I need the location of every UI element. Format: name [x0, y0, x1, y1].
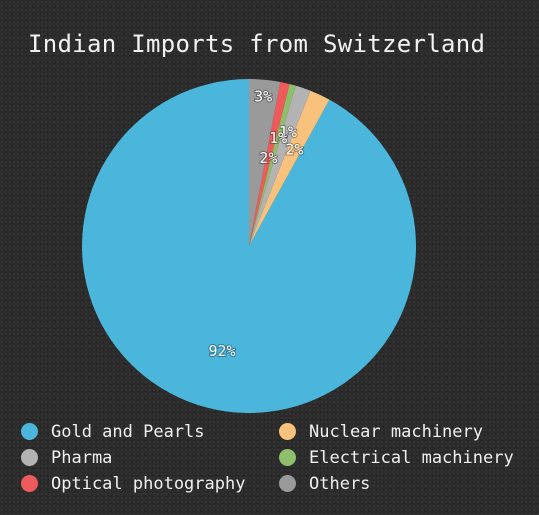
legend-item-gold-and-pearls[interactable]: Gold and Pearls [18, 420, 276, 443]
pie-slice-gold-and-pearls[interactable] [82, 79, 416, 414]
legend-item-pharma[interactable]: Pharma [18, 446, 276, 469]
legend-label-gold-and-pearls: Gold and Pearls [51, 421, 205, 442]
legend-swatch-pharma [21, 449, 38, 466]
legend: Gold and Pearls Nuclear machinery Pharma… [18, 420, 538, 495]
legend-label-nuclear-machinery: Nuclear machinery [309, 421, 483, 442]
legend-swatch-others [279, 475, 296, 492]
chart-title: Indian Imports from Switzerland [28, 30, 486, 58]
slice-label-electrical-machinery: 1% [269, 129, 287, 147]
legend-item-electrical-machinery[interactable]: Electrical machinery [276, 446, 538, 469]
legend-item-others[interactable]: Others [276, 472, 538, 495]
pie-slice-pharma[interactable] [249, 85, 311, 246]
legend-item-optical-photography[interactable]: Optical photography [18, 472, 276, 495]
legend-label-pharma: Pharma [51, 447, 113, 468]
legend-swatch-optical-photography [21, 475, 38, 492]
legend-item-nuclear-machinery[interactable]: Nuclear machinery [276, 420, 538, 443]
pie-slice-others[interactable] [249, 79, 281, 246]
pie-slice-electrical-machinery[interactable] [249, 83, 296, 246]
legend-label-others: Others [309, 473, 371, 494]
slice-label-others: 3% [254, 87, 272, 105]
pie-slice-optical-photography[interactable] [249, 81, 290, 246]
slice-label-nuclear-machinery: 2% [285, 140, 303, 158]
slice-label-optical-photography: 2% [259, 149, 277, 167]
pie-slice-nuclear-machinery[interactable] [249, 90, 330, 246]
legend-label-optical-photography: Optical photography [51, 473, 246, 494]
legend-label-electrical-machinery: Electrical machinery [309, 447, 514, 468]
legend-swatch-electrical-machinery [279, 449, 296, 466]
slice-label-pharma: 1% [279, 123, 297, 141]
legend-swatch-nuclear-machinery [279, 423, 296, 440]
slice-label-gold-and-pearls: 92% [208, 342, 235, 360]
legend-swatch-gold-and-pearls [21, 423, 38, 440]
